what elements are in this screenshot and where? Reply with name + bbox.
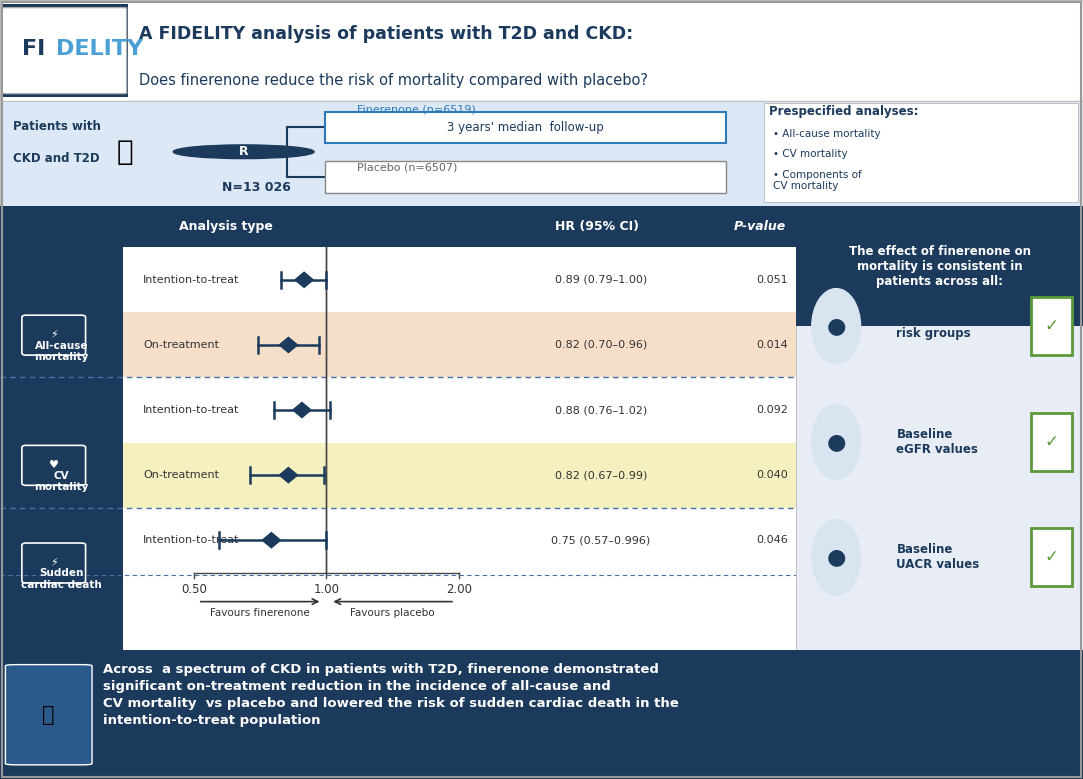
Text: 0.092: 0.092 xyxy=(756,405,788,415)
Text: ⚡: ⚡ xyxy=(50,330,57,340)
Text: 0.89 (0.79–1.00): 0.89 (0.79–1.00) xyxy=(554,275,648,285)
Text: Sudden
cardiac death: Sudden cardiac death xyxy=(22,569,102,590)
Text: The effect of finerenone on
mortality is consistent in
patients across all:: The effect of finerenone on mortality is… xyxy=(848,245,1031,288)
Text: Patients with: Patients with xyxy=(13,120,101,133)
Text: Finerenone (n=6519): Finerenone (n=6519) xyxy=(357,104,477,115)
Text: R: R xyxy=(239,145,248,158)
Text: ●: ● xyxy=(826,432,846,452)
Text: ⚡: ⚡ xyxy=(50,558,57,568)
Text: 0.82 (0.70–0.96): 0.82 (0.70–0.96) xyxy=(554,340,648,350)
Bar xyxy=(123,312,796,378)
Circle shape xyxy=(812,404,861,480)
Text: ✓: ✓ xyxy=(1044,317,1058,335)
Text: ♥: ♥ xyxy=(49,460,58,471)
Text: HR (95% CI): HR (95% CI) xyxy=(554,220,639,234)
Text: 3 years' median  follow-up: 3 years' median follow-up xyxy=(447,121,603,134)
FancyBboxPatch shape xyxy=(2,8,127,93)
Text: N=13 026: N=13 026 xyxy=(222,181,291,194)
Bar xyxy=(325,161,726,192)
Bar xyxy=(1031,298,1071,355)
Bar xyxy=(1031,413,1071,471)
Text: Analysis type: Analysis type xyxy=(179,220,273,234)
Text: P-value: P-value xyxy=(734,220,786,234)
Text: 2.00: 2.00 xyxy=(446,583,472,595)
Text: 0.82 (0.67–0.99): 0.82 (0.67–0.99) xyxy=(554,470,648,480)
Text: KDIGO
risk groups: KDIGO risk groups xyxy=(897,312,971,340)
Text: FI: FI xyxy=(22,39,44,58)
Bar xyxy=(3,4,128,97)
Text: All-cause
mortality: All-cause mortality xyxy=(35,340,89,362)
Text: Prespecified analyses:: Prespecified analyses: xyxy=(769,105,918,118)
Bar xyxy=(123,442,796,508)
Text: ✓: ✓ xyxy=(1044,433,1058,451)
Text: Does finerenone reduce the risk of mortality compared with placebo?: Does finerenone reduce the risk of morta… xyxy=(139,73,648,88)
Polygon shape xyxy=(279,337,298,353)
Bar xyxy=(325,112,726,143)
Text: ●: ● xyxy=(826,316,846,337)
Polygon shape xyxy=(279,467,298,483)
Text: 0.75 (0.57–0.996): 0.75 (0.57–0.996) xyxy=(551,535,651,545)
Text: Intention-to-treat: Intention-to-treat xyxy=(143,275,239,285)
Text: 0.014: 0.014 xyxy=(756,340,788,350)
Polygon shape xyxy=(295,272,313,287)
Text: On-treatment: On-treatment xyxy=(143,340,219,350)
Text: Intention-to-treat: Intention-to-treat xyxy=(143,405,239,415)
Text: Intention-to-treat: Intention-to-treat xyxy=(143,535,239,545)
Text: 0.051: 0.051 xyxy=(756,275,788,285)
Text: CV
mortality: CV mortality xyxy=(35,471,89,492)
Text: Across  a spectrum of CKD in patients with T2D, finerenone demonstrated
signific: Across a spectrum of CKD in patients wit… xyxy=(103,664,679,728)
Text: 📄: 📄 xyxy=(42,705,55,724)
Text: 👥: 👥 xyxy=(116,138,133,166)
Text: 0.50: 0.50 xyxy=(181,583,207,595)
Text: ✓: ✓ xyxy=(1044,548,1058,566)
Text: Baseline
eGFR values: Baseline eGFR values xyxy=(897,428,978,456)
Text: 0.046: 0.046 xyxy=(756,535,788,545)
Circle shape xyxy=(173,145,314,159)
Polygon shape xyxy=(262,533,280,548)
Text: Favours placebo: Favours placebo xyxy=(350,608,435,619)
Bar xyxy=(0,206,123,650)
Text: • Components of
CV mortality: • Components of CV mortality xyxy=(773,170,862,191)
Bar xyxy=(764,104,1078,203)
Text: 0.88 (0.76–1.02): 0.88 (0.76–1.02) xyxy=(554,405,648,415)
Bar xyxy=(123,247,796,573)
Bar xyxy=(123,442,796,508)
Text: ●: ● xyxy=(826,547,846,567)
FancyBboxPatch shape xyxy=(5,664,92,765)
Text: Favours finerenone: Favours finerenone xyxy=(210,608,310,619)
Circle shape xyxy=(812,520,861,595)
Bar xyxy=(123,312,796,378)
Text: CKD and T2D: CKD and T2D xyxy=(13,152,100,164)
Text: • CV mortality: • CV mortality xyxy=(773,149,848,159)
Text: DELITY: DELITY xyxy=(56,39,143,58)
Polygon shape xyxy=(292,403,311,418)
Text: 0.040: 0.040 xyxy=(756,470,788,480)
Text: Placebo (n=6507): Placebo (n=6507) xyxy=(357,162,458,172)
Text: • All-cause mortality: • All-cause mortality xyxy=(773,129,880,139)
Text: A FIDELITY analysis of patients with T2D and CKD:: A FIDELITY analysis of patients with T2D… xyxy=(139,26,632,44)
Bar xyxy=(1031,528,1071,586)
Bar xyxy=(123,206,796,247)
Circle shape xyxy=(812,288,861,364)
Text: Baseline
UACR values: Baseline UACR values xyxy=(897,543,980,571)
Bar xyxy=(796,206,1083,326)
Text: 1.00: 1.00 xyxy=(313,583,339,595)
Text: On-treatment: On-treatment xyxy=(143,470,219,480)
